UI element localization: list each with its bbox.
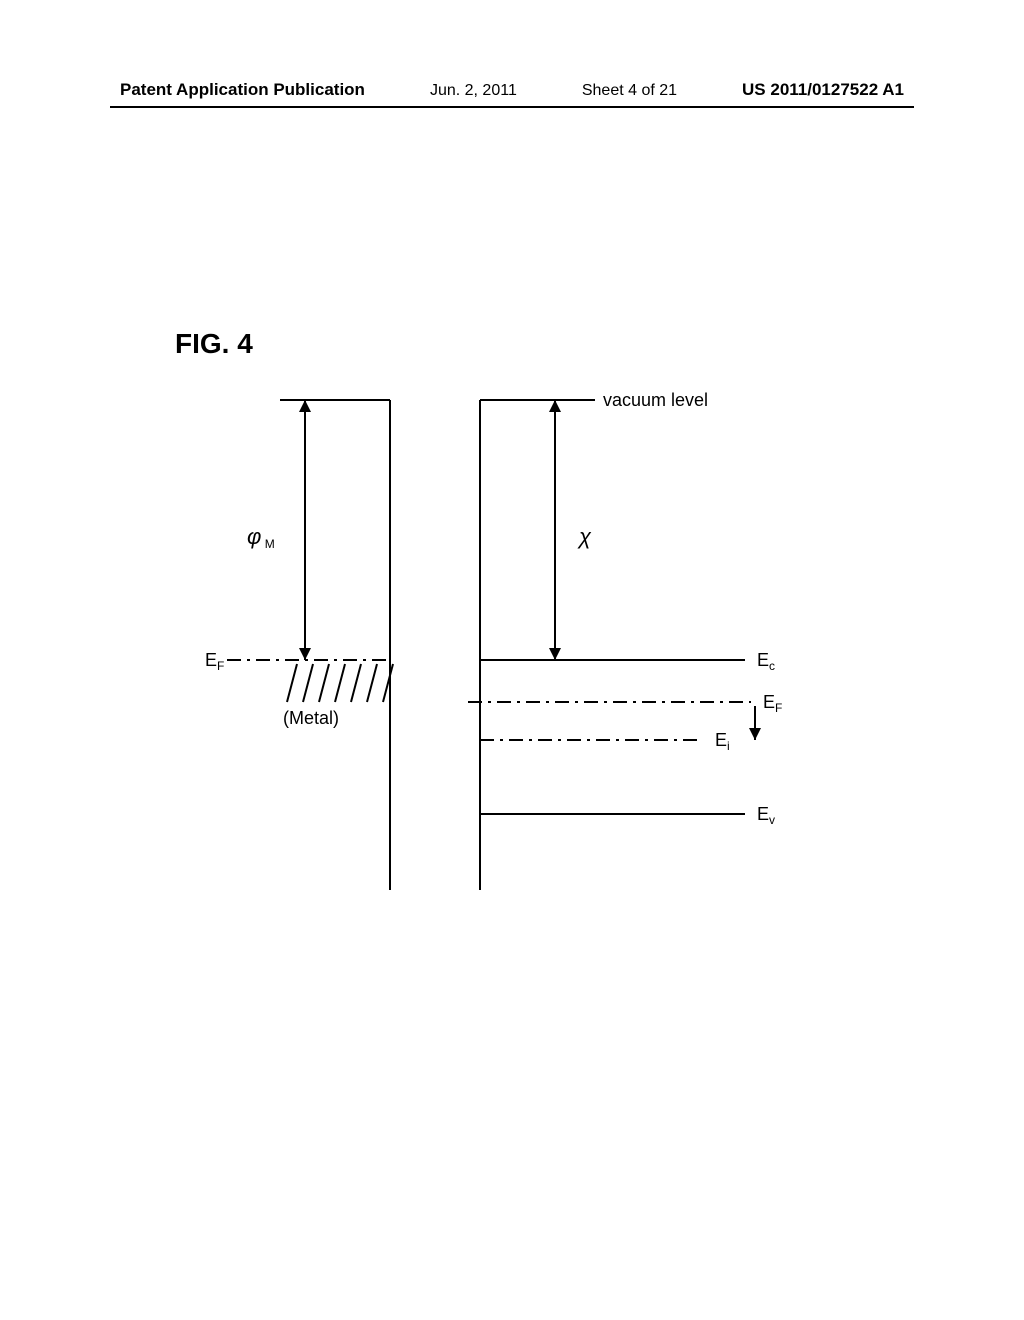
header-sheet: Sheet 4 of 21: [582, 82, 677, 100]
svg-text:EF: EF: [763, 692, 782, 715]
svg-text:Ev: Ev: [757, 804, 775, 827]
page: Patent Application Publication Jun. 2, 2…: [0, 0, 1024, 1320]
svg-text:Ei: Ei: [715, 730, 730, 753]
svg-text:χ: χ: [577, 524, 592, 549]
svg-text:vacuum level: vacuum level: [603, 390, 708, 410]
svg-text:EF: EF: [205, 650, 224, 673]
page-header: Patent Application Publication Jun. 2, 2…: [0, 80, 1024, 100]
svg-text:(Metal): (Metal): [283, 708, 339, 728]
figure-label: FIG. 4: [175, 328, 253, 360]
band-diagram: φ M EF (Metal) vacuum level χ Ec EF Ei Ev: [175, 370, 825, 930]
svg-text:Ec: Ec: [757, 650, 775, 673]
header-rule: [110, 106, 914, 108]
header-left: Patent Application Publication: [120, 80, 365, 100]
svg-text:φ M: φ M: [247, 524, 275, 551]
header-id: US 2011/0127522 A1: [742, 80, 904, 100]
header-date: Jun. 2, 2011: [430, 82, 517, 100]
